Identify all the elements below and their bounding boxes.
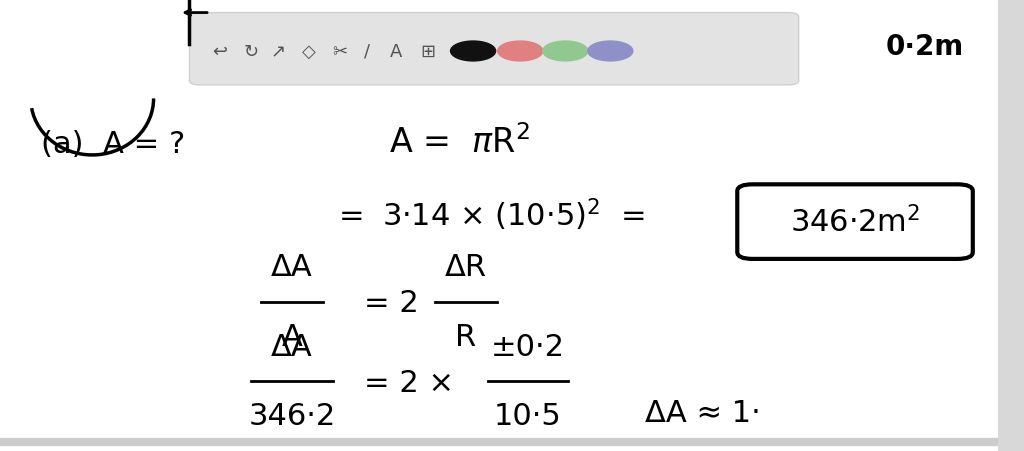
FancyBboxPatch shape [737,185,973,259]
Text: = 2 ×: = 2 × [364,368,454,397]
Text: ΔR: ΔR [444,253,487,282]
Text: ΔA: ΔA [271,332,312,361]
Text: 346·2: 346·2 [248,401,336,430]
Text: ⊞: ⊞ [421,43,435,61]
Text: ↩: ↩ [213,43,227,61]
Text: R: R [456,322,476,351]
Text: =  3·14 × (10·5)$^2$  =: = 3·14 × (10·5)$^2$ = [338,196,645,232]
Text: 10·5: 10·5 [494,401,561,430]
Text: ±0·2: ±0·2 [490,332,564,361]
Text: 346·2m$^2$: 346·2m$^2$ [790,206,921,238]
Circle shape [543,42,588,62]
Text: A =  $\pi$R$^2$: A = $\pi$R$^2$ [389,125,530,159]
Text: ΔA: ΔA [271,253,312,282]
Circle shape [498,42,543,62]
Text: ΔA ≈ 1·: ΔA ≈ 1· [645,398,761,427]
Text: A: A [390,43,402,61]
Text: A: A [282,322,302,351]
Text: = 2: = 2 [364,289,418,318]
Text: ✂: ✂ [333,43,347,61]
Text: 0·2m: 0·2m [886,33,964,61]
Text: /: / [364,43,370,61]
Text: ↻: ↻ [244,43,258,61]
Text: ◇: ◇ [302,43,316,61]
Circle shape [451,42,496,62]
Text: ↗: ↗ [271,43,286,61]
Text: (a)  A = ?: (a) A = ? [41,130,185,159]
FancyBboxPatch shape [998,0,1024,451]
FancyBboxPatch shape [189,14,799,86]
Circle shape [588,42,633,62]
